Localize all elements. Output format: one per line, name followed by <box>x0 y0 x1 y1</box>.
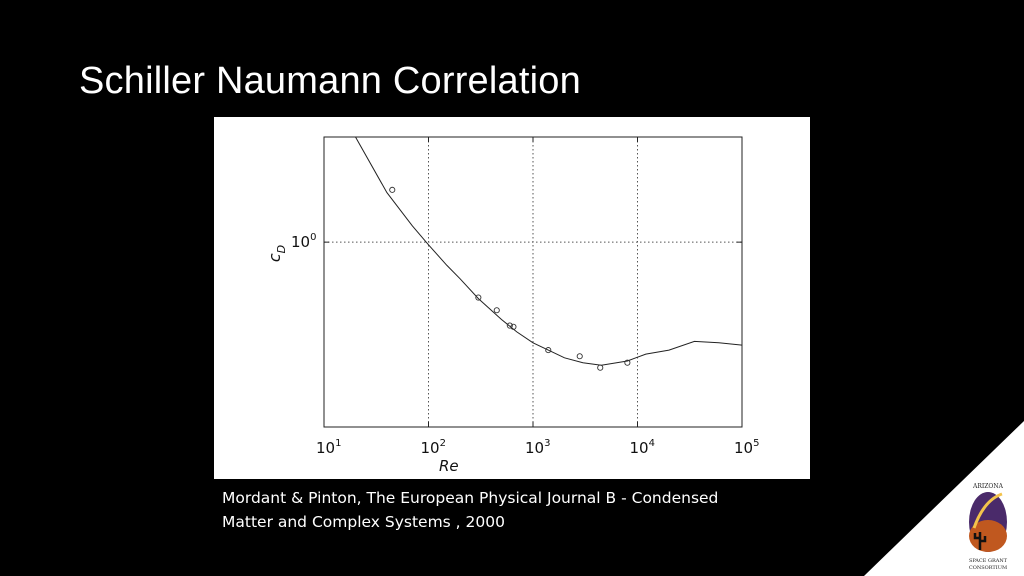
data-point <box>510 323 517 330</box>
citation-caption: Mordant & Pinton, The European Physical … <box>222 486 822 534</box>
y-axis-label: cD <box>265 245 288 262</box>
slide-title: Schiller Naumann Correlation <box>79 60 581 102</box>
data-point <box>545 347 552 354</box>
correlation-curve <box>355 137 742 366</box>
x-tick-exponent: 4 <box>649 438 655 449</box>
x-tick-exponent: 5 <box>753 438 759 449</box>
x-tick-exponent: 3 <box>544 438 550 449</box>
x-tick-label: 101 <box>316 438 341 457</box>
x-tick-label: 104 <box>630 438 655 457</box>
data-point <box>475 294 482 301</box>
x-axis-label: Re <box>439 457 459 475</box>
data-point <box>576 353 583 360</box>
caption-line-1: Mordant & Pinton, The European Physical … <box>222 489 719 507</box>
caption-line-2: Matter and Complex Systems , 2000 <box>222 513 505 531</box>
data-point <box>493 307 500 314</box>
x-tick-label: 103 <box>525 438 550 457</box>
data-point <box>597 364 604 371</box>
data-point <box>389 186 396 193</box>
arizona-space-grant-logo-icon: ARIZONA SPACE GRANT CONSORTIUM <box>969 483 1008 571</box>
data-point <box>506 322 513 329</box>
logo-bottom-text-1: SPACE GRANT <box>969 558 1008 564</box>
x-tick-exponent: 2 <box>440 438 446 449</box>
logo-bottom-text-2: CONSORTIUM <box>969 565 1007 571</box>
slide-number: 11 <box>932 541 946 554</box>
logo-top-text: ARIZONA <box>972 483 1004 490</box>
x-tick-label: 105 <box>734 438 759 457</box>
x-tick-exponent: 1 <box>335 438 341 449</box>
y-tick-label: 100 <box>291 232 316 251</box>
data-point <box>624 359 631 366</box>
y-tick-exponent: 0 <box>310 232 316 243</box>
chart-figure: 101 102 103 104 105 100 Re cD <box>214 117 810 479</box>
y-axis-label-subscript: D <box>275 245 288 253</box>
x-tick-label: 102 <box>421 438 446 457</box>
